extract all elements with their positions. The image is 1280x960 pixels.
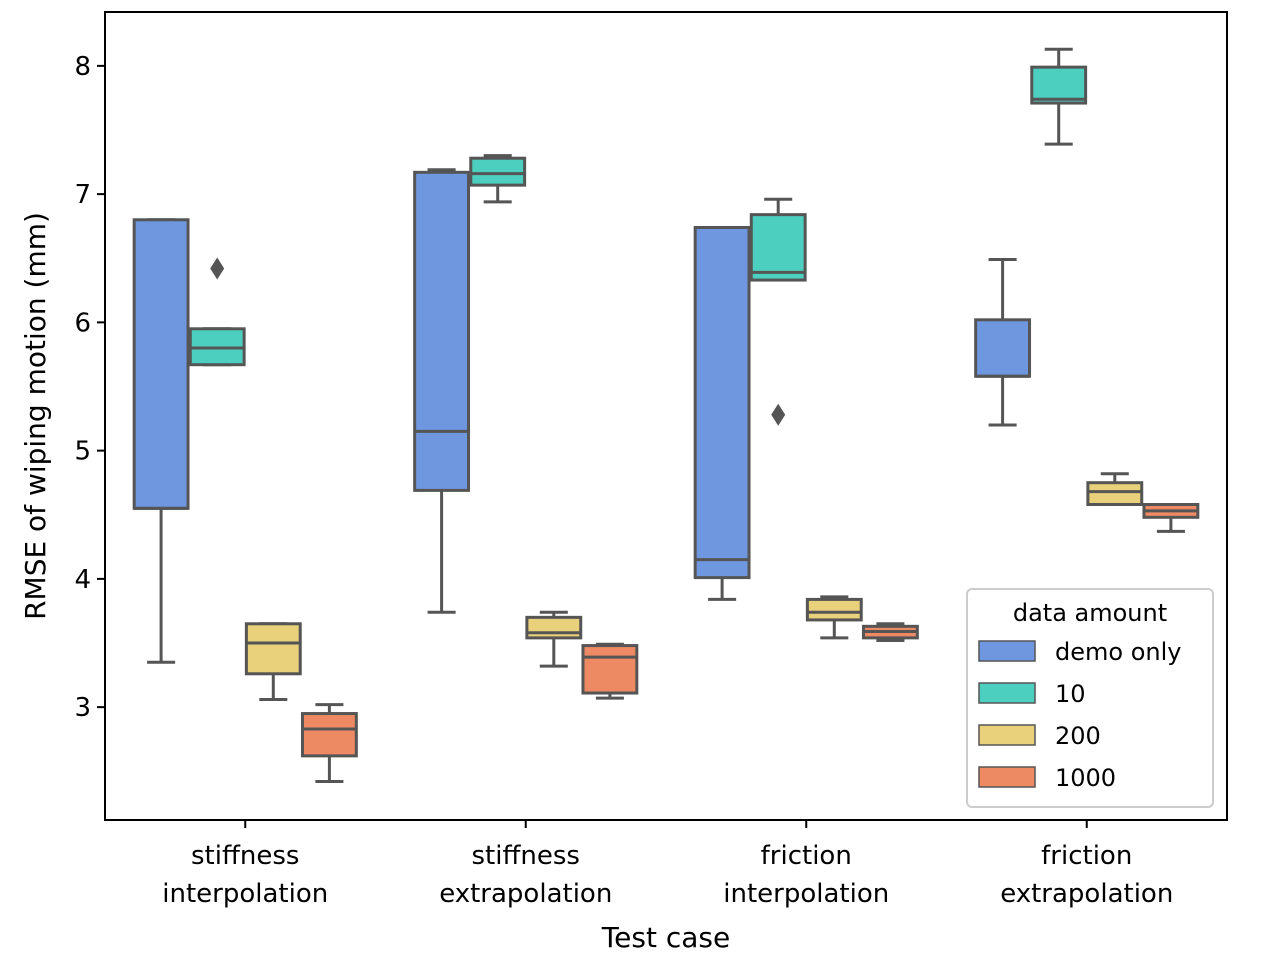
x-tick-label: interpolation [723,879,889,909]
x-tick-label: extrapolation [1000,879,1173,909]
box-3-10 [749,197,807,426]
box-4-200 [1086,472,1144,506]
box-body [1030,65,1088,105]
x-tick-label: friction [1041,841,1132,871]
y-tick-label: 7 [74,180,91,210]
box-2-10 [469,154,527,204]
box-body [581,644,639,695]
y-tick-label: 3 [74,693,91,723]
box-body [974,318,1032,378]
y-axis: 3 4 5 6 7 8 [74,52,105,723]
box-body [132,218,190,510]
box-3-demo-only [693,225,751,601]
legend-swatch [978,640,1036,662]
axes-frame [104,11,1228,821]
legend-swatch [978,682,1036,704]
x-tick-label: stiffness [191,841,299,871]
x-axis-title: Test case [601,921,730,954]
box-body [805,597,863,622]
x-tick-label: friction [761,841,852,871]
outlier-point [210,257,225,280]
legend: data amount demo only 10 200 1000 [966,588,1214,808]
legend-entry: 200 [1055,722,1101,750]
y-axis-title: RMSE of wiping motion (mm) [19,212,52,620]
box-marks [132,47,1200,784]
box-body [749,213,807,282]
x-tick-label: stiffness [472,841,580,871]
box-3-1000 [861,622,919,642]
y-tick-label: 6 [74,308,91,338]
x-tick-label: extrapolation [439,879,612,909]
legend-entry: 1000 [1055,764,1116,792]
box-body [413,170,471,492]
legend-entry: 10 [1055,680,1086,708]
box-1-demo-only [132,218,190,664]
legend-swatch [978,724,1036,746]
outlier-point [771,403,786,426]
legend-title: data amount [1013,599,1167,627]
box-1-1000 [300,703,358,784]
box-4-1000 [1142,502,1200,533]
box-body [693,225,751,580]
box-1-10 [188,257,246,367]
y-tick-label: 8 [74,52,91,82]
legend-swatch [978,766,1036,788]
box-body [525,615,583,640]
box-body [300,712,358,758]
box-4-10 [1030,47,1088,146]
box-2-200 [525,610,583,668]
box-3-200 [805,595,863,640]
x-tick-label: interpolation [162,879,328,909]
box-body [244,622,302,676]
box-1-200 [244,622,302,701]
box-body [1086,481,1144,506]
y-tick-label: 4 [74,565,91,595]
legend-entry: demo only [1055,638,1181,666]
box-4-demo-only [974,258,1032,427]
box-body [469,156,527,187]
y-tick-label: 5 [74,437,91,467]
x-axis: stiffness interpolation stiffness extrapola… [162,820,1173,909]
box-2-1000 [581,642,639,700]
box-2-demo-only [413,168,471,614]
